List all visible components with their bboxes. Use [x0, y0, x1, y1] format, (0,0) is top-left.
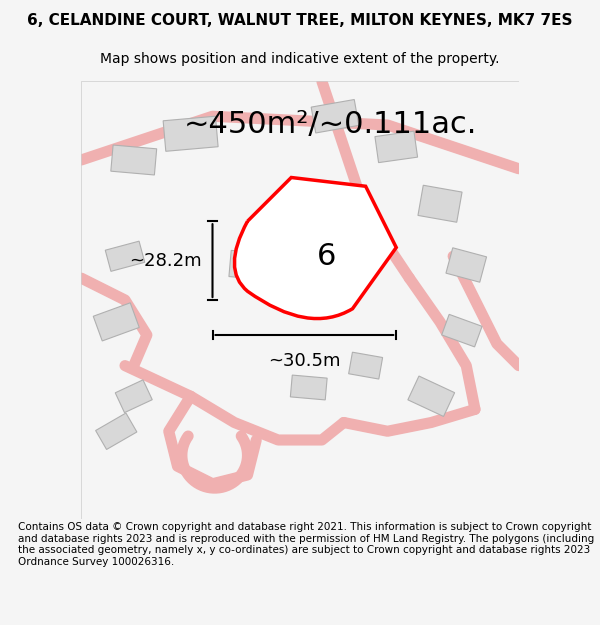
Text: Map shows position and indicative extent of the property.: Map shows position and indicative extent…	[100, 51, 500, 66]
Text: 6: 6	[317, 242, 336, 271]
Text: 6, CELANDINE COURT, WALNUT TREE, MILTON KEYNES, MK7 7ES: 6, CELANDINE COURT, WALNUT TREE, MILTON …	[27, 12, 573, 28]
Polygon shape	[105, 241, 145, 271]
Polygon shape	[418, 185, 462, 222]
Text: ~450m²/~0.111ac.: ~450m²/~0.111ac.	[184, 111, 478, 139]
Polygon shape	[229, 251, 266, 279]
Text: Contains OS data © Crown copyright and database right 2021. This information is : Contains OS data © Crown copyright and d…	[18, 522, 594, 567]
Text: ~30.5m: ~30.5m	[268, 352, 341, 371]
Polygon shape	[290, 375, 327, 400]
Polygon shape	[442, 314, 482, 347]
Polygon shape	[163, 116, 218, 151]
Polygon shape	[93, 302, 139, 341]
Polygon shape	[446, 248, 487, 282]
Polygon shape	[408, 376, 455, 416]
Polygon shape	[111, 145, 157, 175]
PathPatch shape	[235, 177, 396, 319]
Polygon shape	[349, 352, 383, 379]
Polygon shape	[95, 413, 137, 449]
Polygon shape	[311, 99, 359, 133]
Polygon shape	[271, 236, 303, 259]
Text: ~28.2m: ~28.2m	[129, 252, 202, 269]
Polygon shape	[375, 131, 418, 162]
Polygon shape	[115, 380, 152, 412]
